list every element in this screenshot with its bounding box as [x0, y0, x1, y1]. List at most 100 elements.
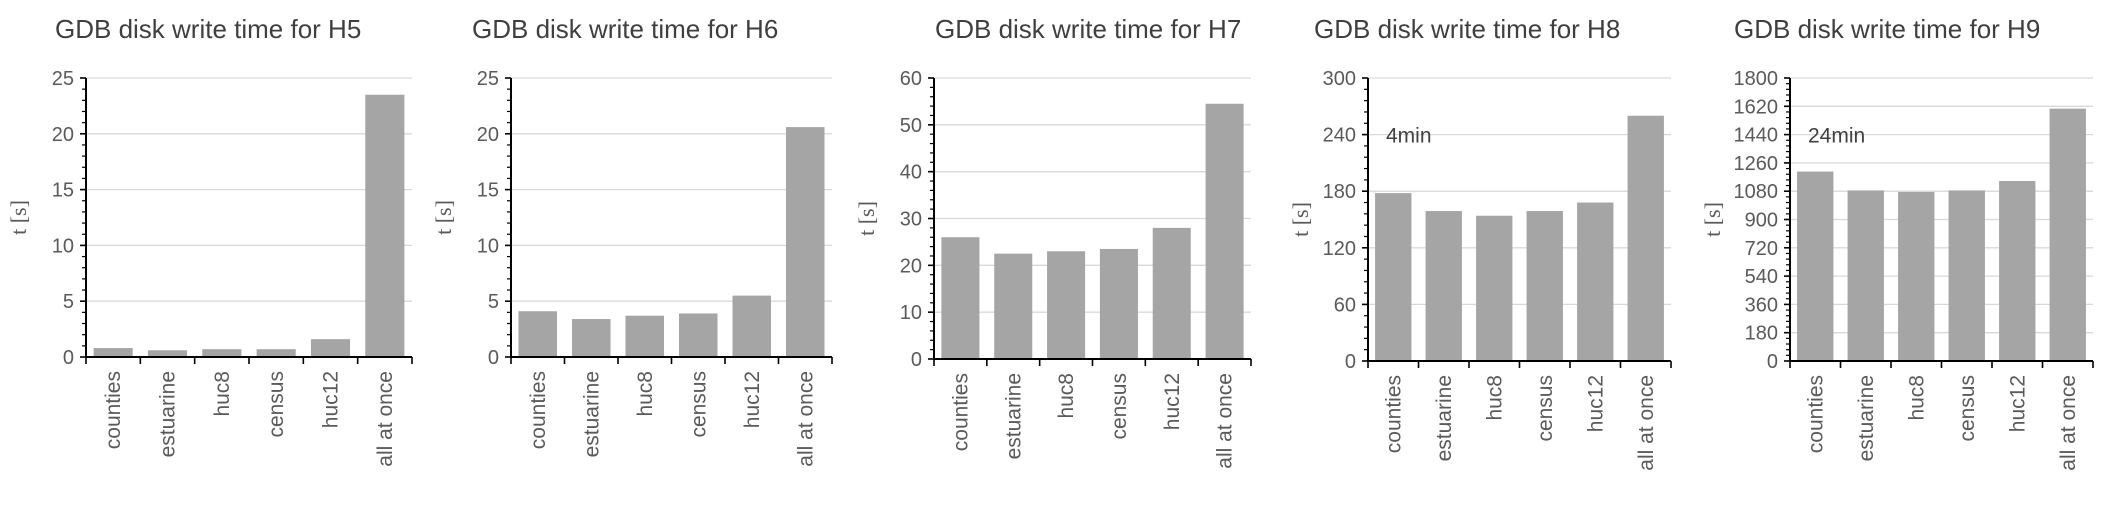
bar-counties — [1375, 193, 1412, 361]
y-tick-label: 0 — [1345, 351, 1356, 373]
x-category-label: estuarine — [1002, 373, 1025, 459]
chart-panel-3: GDB disk write time for H7 0 10 20 30 40 50 60 c… — [854, 14, 1252, 469]
y-tick-label: 540 — [1745, 266, 1778, 288]
y-axis-title: t [s] — [431, 200, 456, 235]
bar-estuarine — [571, 319, 611, 357]
x-category-label: huc8 — [1483, 375, 1506, 421]
y-tick-label: 10 — [52, 235, 74, 257]
y-tick-label: 900 — [1745, 210, 1778, 232]
bar-estuarine — [994, 253, 1033, 359]
y-tick-label: 50 — [900, 115, 922, 137]
x-category-label: census — [1956, 375, 1979, 442]
y-axis-title: t [s] — [6, 200, 31, 235]
y-tick-label: 10 — [477, 235, 499, 257]
y-tick-label: 25 — [52, 68, 74, 90]
x-category-label: all at once — [2057, 375, 2080, 471]
y-tick-label: 40 — [900, 162, 922, 184]
y-tick-label: 1620 — [1734, 96, 1779, 118]
bar-estuarine — [147, 350, 188, 357]
x-category-label: census — [1108, 373, 1131, 440]
chart-panel-4: GDB disk write time for H8 0 60 120 180 240 30… — [1288, 14, 1672, 471]
y-tick-label: 300 — [1323, 68, 1356, 90]
y-tick-label: 180 — [1323, 181, 1356, 203]
bar-huc12 — [1152, 227, 1191, 359]
y-tick-label: 1800 — [1734, 68, 1779, 90]
y-tick-label: 1260 — [1734, 153, 1779, 175]
y-tick-label: 30 — [900, 209, 922, 231]
chart-panel-2: GDB disk write time for H6 0 5 10 15 20 25 coun… — [431, 14, 833, 467]
x-category-label: huc8 — [211, 371, 234, 417]
x-category-label: all at once — [374, 371, 397, 467]
x-category-label: huc12 — [2006, 375, 2029, 432]
bar-counties — [518, 311, 558, 357]
reference-line-label: 24min — [1808, 125, 1865, 148]
y-axis-title: t [s] — [1700, 202, 1725, 237]
x-category-label: all at once — [794, 371, 817, 467]
x-category-label: counties — [949, 373, 972, 451]
bar-counties — [93, 348, 133, 357]
x-category-label: huc12 — [1161, 373, 1184, 430]
x-category-label: counties — [102, 371, 125, 449]
bar-estuarine — [1425, 211, 1462, 361]
y-tick-label: 20 — [900, 255, 922, 277]
x-category-label: counties — [1382, 375, 1405, 453]
y-tick-label: 1440 — [1734, 125, 1779, 147]
x-category-label: census — [687, 371, 710, 438]
bar-counties — [1797, 171, 1834, 361]
y-tick-label: 10 — [900, 302, 922, 324]
bar-huc8 — [1476, 215, 1513, 361]
x-category-label: estuarine — [1855, 375, 1878, 461]
chart-title: GDB disk write time for H6 — [472, 14, 778, 44]
bar-census — [1099, 248, 1138, 359]
y-tick-label: 180 — [1745, 323, 1778, 345]
y-tick-label: 720 — [1745, 238, 1778, 260]
bar-huc12 — [1577, 202, 1614, 361]
y-axis-title: t [s] — [1288, 202, 1313, 237]
y-tick-label: 60 — [1334, 294, 1356, 316]
bar-huc12 — [732, 295, 772, 357]
y-tick-label: 1080 — [1734, 181, 1779, 203]
x-category-label: huc8 — [634, 371, 657, 417]
x-category-label: counties — [527, 371, 550, 449]
bar-census — [678, 313, 718, 357]
chart-panel-1: GDB disk write time for H5 0 5 10 15 20 25 coun… — [6, 14, 413, 467]
chart-title: GDB disk write time for H8 — [1314, 14, 1620, 44]
bar-all-at-once — [785, 127, 825, 357]
bar-estuarine — [1847, 190, 1884, 361]
y-tick-label: 20 — [477, 124, 499, 146]
x-category-label: huc12 — [741, 371, 764, 428]
bar-all-at-once — [365, 94, 405, 358]
y-tick-label: 0 — [911, 349, 922, 371]
y-tick-label: 20 — [52, 124, 74, 146]
bar-huc12 — [310, 339, 351, 357]
x-category-label: huc8 — [1055, 373, 1078, 419]
chart-title: GDB disk write time for H7 — [935, 14, 1241, 44]
bar-counties — [941, 237, 980, 359]
bar-all-at-once — [2049, 108, 2086, 362]
x-category-label: huc12 — [320, 371, 343, 428]
x-category-label: all at once — [1214, 373, 1237, 469]
chart-title: GDB disk write time for H5 — [55, 14, 361, 44]
x-category-label: census — [1534, 375, 1557, 442]
y-tick-label: 5 — [488, 291, 499, 313]
y-tick-label: 5 — [63, 291, 74, 313]
x-category-label: huc12 — [1584, 375, 1607, 432]
x-category-label: census — [265, 371, 288, 438]
x-category-label: all at once — [1635, 375, 1658, 471]
y-tick-label: 360 — [1745, 294, 1778, 316]
bar-huc8 — [202, 349, 242, 357]
bar-huc8 — [625, 315, 665, 357]
y-tick-label: 0 — [63, 347, 74, 369]
y-tick-label: 25 — [477, 68, 499, 90]
bar-census — [1948, 190, 1985, 361]
x-category-label: estuarine — [580, 371, 603, 457]
reference-line-label: 4min — [1386, 125, 1432, 148]
bar-huc8 — [1047, 251, 1086, 359]
chart-title: GDB disk write time for H9 — [1734, 14, 2040, 44]
bar-all-at-once — [1627, 115, 1664, 361]
x-category-label: counties — [1804, 375, 1827, 453]
chart-panel-5: GDB disk write time for H9 0 180 360 540 720 9… — [1700, 14, 2094, 471]
y-tick-label: 60 — [900, 68, 922, 90]
bar-census — [256, 349, 296, 357]
